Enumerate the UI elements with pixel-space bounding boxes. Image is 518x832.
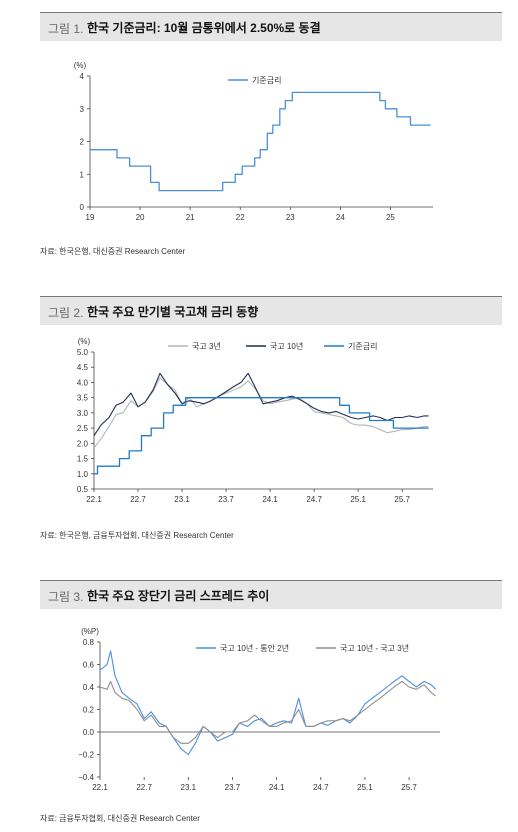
x-tick-label: 24.7 (306, 495, 322, 504)
chart-2-treasury-yields: (%) 0.5 1.0 1.5 2.0 2.5 3.0 3.5 4.0 4.5 5.0 22.1 22.… (77, 337, 433, 504)
x-tick-label: 23.1 (181, 783, 197, 792)
legend-label-1: 국고 10년 - 통안 2년 (220, 643, 289, 653)
y-tick-label: 2.0 (77, 439, 89, 448)
figure-2-title: 한국 주요 만기별 국고채 금리 동향 (87, 305, 259, 319)
y-tick-label: 2 (80, 138, 85, 147)
series-line-1 (93, 377, 429, 449)
x-tick-label: 24.7 (313, 783, 329, 792)
y-tick-label: 0.8 (83, 638, 95, 647)
x-tick-label: 22.7 (130, 495, 146, 504)
series-line-2 (99, 680, 436, 744)
figure-3-source: 자료: 금융투자협회, 대신증권 Research Center (40, 814, 200, 823)
x-tick-label: 20 (136, 213, 145, 222)
figure-3-number: 그림 3. (48, 590, 84, 604)
y-tick-label: 4.5 (77, 363, 89, 372)
y-tick-label: 0.2 (83, 706, 95, 715)
y-tick-label: 4 (80, 72, 85, 81)
series-line-3 (94, 397, 429, 475)
legend-label-2: 국고 10년 (270, 341, 303, 351)
x-tick-label: 22.1 (92, 783, 108, 792)
x-tick-label: 25.7 (394, 495, 410, 504)
legend-label-1: 국고 3년 (192, 341, 221, 351)
x-tick-label: 23.7 (225, 783, 241, 792)
figure-3-header: 그림 3. 한국 주요 장단기 금리 스프레드 추이 (40, 580, 502, 609)
y-tick-label: 2.5 (77, 424, 89, 433)
y-axis-unit-label: (%) (78, 337, 91, 346)
x-tick-label: 23.7 (218, 495, 234, 504)
y-tick-label: −0.2 (78, 751, 94, 760)
legend-label-3: 기준금리 (348, 342, 377, 351)
y-tick-label: 4.0 (77, 378, 89, 387)
x-tick-label: 23.1 (174, 495, 190, 504)
figure-2-header: 그림 2. 한국 주요 만기별 국고채 금리 동향 (40, 296, 502, 325)
figure-3-title: 한국 주요 장단기 금리 스프레드 추이 (87, 589, 270, 603)
x-tick-label: 25.7 (401, 783, 417, 792)
y-tick-label: 3.0 (77, 409, 89, 418)
x-tick-label: 24.1 (262, 495, 278, 504)
figure-2-source: 자료: 한국은행, 금융투자협회, 대신증권 Research Center (40, 531, 234, 540)
x-tick-label: 22.7 (136, 783, 152, 792)
legend-label-1: 기준금리 (252, 76, 281, 85)
legend-label-2: 국고 10년 - 국고 3년 (340, 643, 409, 653)
figure-2-number: 그림 2. (48, 306, 84, 320)
y-tick-label: 0.5 (77, 485, 89, 494)
y-tick-label: −0.4 (78, 773, 94, 782)
series-line-1 (90, 91, 431, 192)
series-line-2 (93, 372, 429, 437)
figure-1-number: 그림 1. (48, 22, 84, 36)
x-tick-label: 23 (286, 213, 295, 222)
x-tick-label: 24 (336, 213, 345, 222)
y-tick-label: 0.0 (83, 728, 95, 737)
series-line-1 (99, 650, 436, 756)
y-tick-label: 3 (80, 105, 85, 114)
y-tick-label: 0 (80, 203, 85, 212)
y-tick-label: 3.5 (77, 394, 89, 403)
y-axis-unit-label: (%) (74, 61, 87, 70)
y-axis-unit-label: (%P) (81, 627, 99, 636)
x-tick-label: 25.1 (350, 495, 366, 504)
y-tick-label: 1.5 (77, 455, 89, 464)
y-tick-label: 1 (80, 170, 85, 179)
x-tick-label: 22.1 (86, 495, 102, 504)
chart-3-term-spreads: (%P) −0.4 −0.2 0.0 0.2 0.4 0.6 0.8 22.1 22.7 23.1 2… (78, 627, 440, 792)
y-tick-label: 5.0 (77, 348, 89, 357)
figure-1-source: 자료: 한국은행, 대신증권 Research Center (40, 247, 186, 256)
figure-1-title: 한국 기준금리: 10월 금통위에서 2.50%로 동결 (87, 21, 321, 35)
figure-1-header: 그림 1. 한국 기준금리: 10월 금통위에서 2.50%로 동결 (40, 12, 502, 41)
x-tick-label: 24.1 (269, 783, 285, 792)
y-tick-label: 0.6 (83, 661, 95, 670)
x-tick-label: 19 (86, 213, 95, 222)
x-tick-label: 25 (386, 213, 395, 222)
x-tick-label: 21 (186, 213, 195, 222)
y-tick-label: 1.0 (77, 470, 89, 479)
x-tick-label: 22 (236, 213, 245, 222)
y-tick-label: 0.4 (83, 683, 95, 692)
x-tick-label: 25.1 (357, 783, 373, 792)
